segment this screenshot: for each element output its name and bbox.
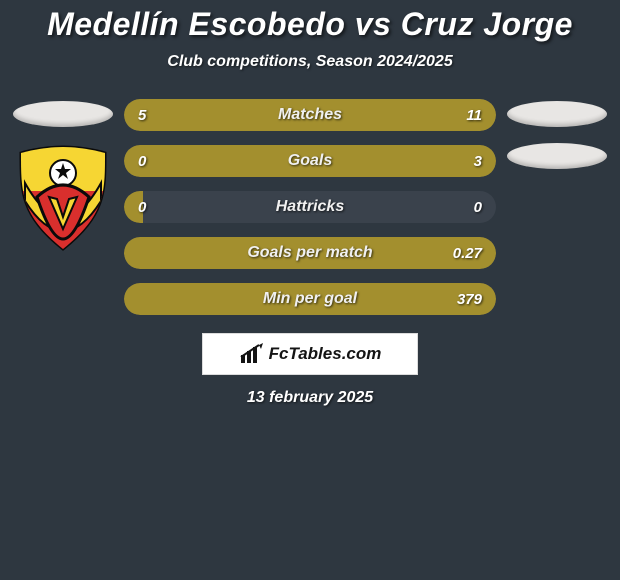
stat-right-value: 0.27	[453, 237, 482, 269]
left-club-logo	[15, 143, 111, 253]
page-title: Medellín Escobedo vs Cruz Jorge	[0, 6, 620, 43]
stat-label: Matches	[124, 99, 496, 131]
player-silhouette-left	[13, 101, 113, 127]
page-subtitle: Club competitions, Season 2024/2025	[0, 53, 620, 71]
stat-right-value: 11	[466, 99, 482, 131]
stat-label: Goals	[124, 145, 496, 177]
left-side	[8, 99, 118, 315]
layout-row: 511Matches03Goals00Hattricks 0.27Goals p…	[0, 99, 620, 315]
comparison-card: Medellín Escobedo vs Cruz Jorge Club com…	[0, 0, 620, 407]
brand-label: FcTables.com	[269, 344, 382, 364]
right-side	[502, 99, 612, 315]
stat-label: Min per goal	[124, 283, 496, 315]
date-label: 13 february 2025	[0, 389, 620, 407]
stat-bar: 0.27Goals per match	[124, 237, 496, 269]
stat-label: Goals per match	[124, 237, 496, 269]
stat-right-value: 0	[474, 191, 482, 223]
monarcas-shield-icon	[15, 143, 111, 253]
brand-badge[interactable]: FcTables.com	[202, 333, 418, 375]
stat-label: Hattricks	[124, 191, 496, 223]
stat-left-value: 0	[138, 145, 146, 177]
stat-right-value: 3	[474, 145, 482, 177]
stat-bar: 0 3Goals	[124, 145, 496, 177]
stat-left-value: 5	[138, 99, 146, 131]
stats-column: 511Matches03Goals00Hattricks 0.27Goals p…	[118, 99, 502, 315]
stat-bar: 379Min per goal	[124, 283, 496, 315]
stat-left-value: 0	[138, 191, 146, 223]
stat-bar: 0 0Hattricks	[124, 191, 496, 223]
player-silhouette-right	[507, 101, 607, 127]
stat-bar: 5 11Matches	[124, 99, 496, 131]
stat-right-value: 379	[457, 283, 482, 315]
right-club-placeholder	[507, 143, 607, 169]
chart-icon	[239, 343, 265, 365]
